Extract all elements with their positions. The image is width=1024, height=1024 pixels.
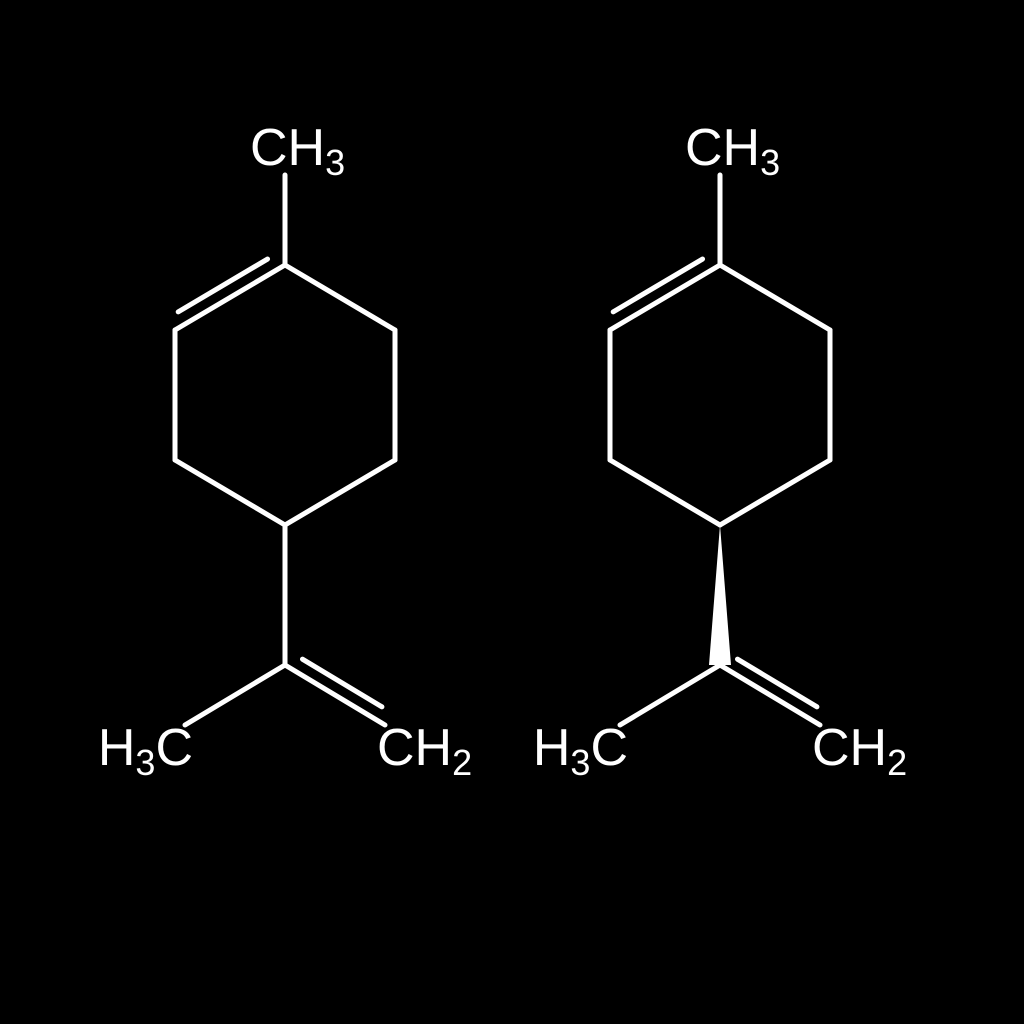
atom-label: CH2 — [377, 719, 472, 783]
atom-label: CH2 — [812, 719, 907, 783]
atom-label: CH3 — [250, 119, 345, 183]
atom-label: H3C — [533, 719, 628, 783]
chemical-structures-diagram: CH3 H3C CH2 CH3 H3C CH2 — [0, 0, 1024, 1024]
atom-label: CH3 — [685, 119, 780, 183]
atom-label: H3C — [98, 719, 193, 783]
